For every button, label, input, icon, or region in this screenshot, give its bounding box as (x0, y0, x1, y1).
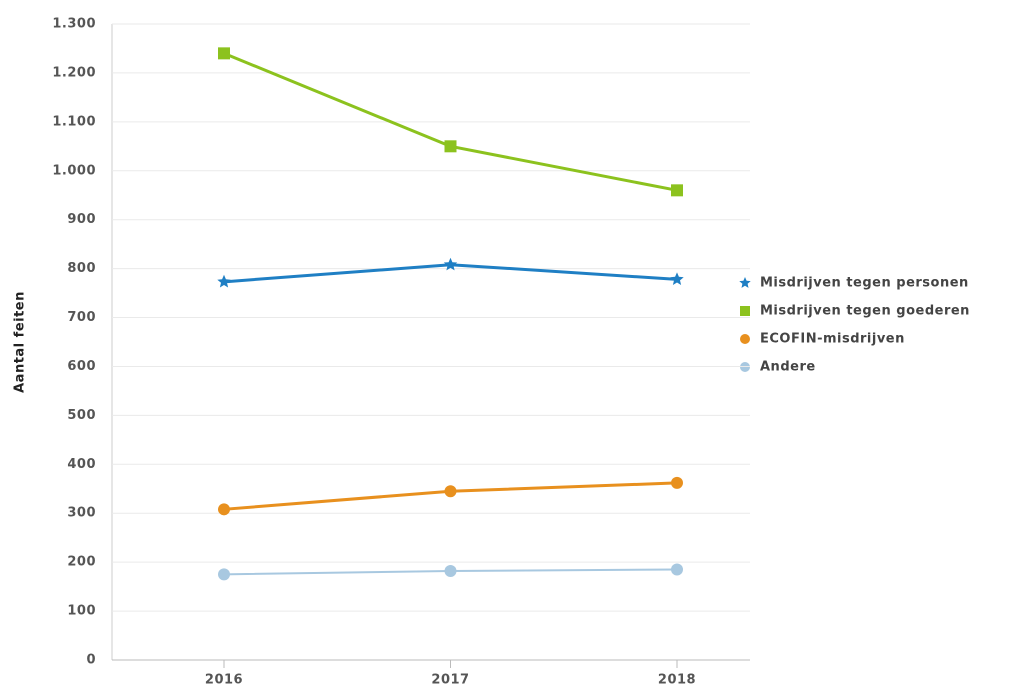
marker (670, 272, 684, 285)
y-tick-label: 900 (67, 212, 96, 227)
y-axis-title: Aantal feiten (13, 291, 28, 393)
marker (218, 568, 230, 581)
legend-label: ECOFIN-misdrijven (760, 332, 905, 347)
marker (671, 563, 683, 576)
marker (671, 476, 683, 489)
y-tick-label: 300 (67, 506, 96, 521)
marker (444, 485, 457, 498)
legend-label: Misdrijven tegen goederen (760, 304, 970, 319)
x-tick-label: 2016 (205, 673, 243, 686)
marker (444, 140, 457, 153)
legend-label: Andere (760, 360, 816, 375)
y-tick-label: 1.100 (52, 114, 96, 129)
marker (217, 274, 231, 288)
marker (740, 306, 750, 316)
marker (218, 47, 230, 60)
y-tick-label: 0 (86, 653, 96, 668)
marker (671, 184, 683, 197)
marker (444, 564, 457, 577)
y-tick-label: 400 (67, 457, 96, 472)
x-tick-label: 2018 (658, 673, 696, 686)
legend: Misdrijven tegen personen Misdrijven tege… (739, 276, 970, 375)
marker (740, 334, 750, 344)
marker (739, 277, 751, 288)
y-tick-label: 500 (67, 408, 96, 423)
x-tick-label: 2017 (431, 673, 469, 686)
marker (443, 257, 458, 271)
y-tick-label: 1.200 (52, 65, 96, 80)
y-tick-label: 200 (67, 555, 96, 570)
y-tick-label: 700 (67, 310, 96, 325)
marker (740, 362, 750, 372)
y-tick-label: 800 (67, 261, 96, 276)
y-tick-label: 600 (67, 359, 96, 374)
y-tick-label: 1.300 (52, 17, 96, 32)
y-tick-label: 100 (67, 604, 96, 619)
y-tick-label: 1.000 (52, 163, 96, 178)
legend-label: Misdrijven tegen personen (760, 276, 969, 291)
marker (218, 503, 230, 516)
